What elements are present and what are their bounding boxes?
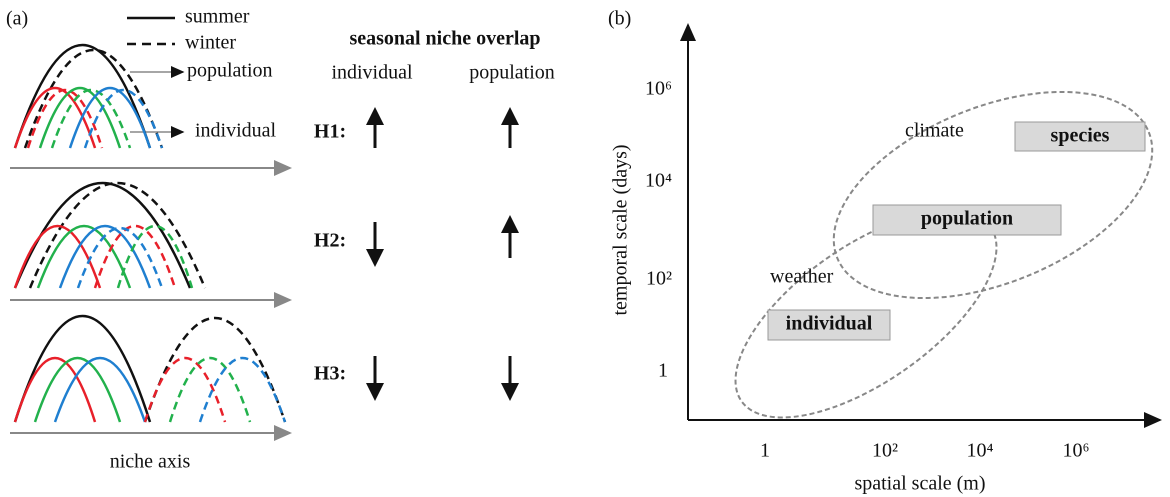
region-label: weather xyxy=(770,266,834,288)
axis-label: niche axis xyxy=(110,451,191,473)
box-label: individual xyxy=(786,313,873,335)
niche-curve xyxy=(13,357,97,423)
niche-curves xyxy=(13,44,287,423)
y-tick-label: 1 xyxy=(658,360,668,382)
y-tick-label: 10² xyxy=(646,268,672,290)
column-header: population xyxy=(469,62,555,84)
panel-b: (b) 10⁶ 10⁴ 10² 1 1 10² 10⁴ 10⁶ spatial … xyxy=(608,8,1162,495)
niche-curve xyxy=(33,357,122,423)
niche-curve xyxy=(38,86,122,149)
x-tick-label: 1 xyxy=(760,440,770,462)
climate-region xyxy=(832,90,1154,300)
niche-curve xyxy=(68,86,152,149)
niche-curve xyxy=(116,225,194,289)
x-tick-label: 10² xyxy=(872,440,898,462)
scale-box xyxy=(1014,121,1146,152)
scale-box xyxy=(767,309,891,341)
panel-label: (b) xyxy=(608,8,631,30)
niche-curve xyxy=(143,317,287,423)
trend-arrows xyxy=(366,107,519,401)
callout: individual xyxy=(195,120,277,142)
niche-curve xyxy=(83,88,164,149)
panel-label: (a) xyxy=(6,8,28,30)
hypothesis: H3: xyxy=(314,363,346,385)
niche-curve xyxy=(53,357,147,423)
niche-curve xyxy=(93,225,177,289)
niche-curve xyxy=(50,88,132,149)
niche-curve xyxy=(28,181,207,289)
scale-box xyxy=(872,204,1062,236)
hypothesis: H1: xyxy=(314,121,346,143)
niche-curve xyxy=(198,357,287,423)
legend-label: winter xyxy=(185,32,236,54)
legend-label: summer xyxy=(185,6,250,28)
axis-label: spatial scale (m) xyxy=(854,473,985,495)
axis-label: temporal scale (days) xyxy=(610,144,632,315)
niche-curve xyxy=(76,227,164,289)
niche-curve xyxy=(13,44,152,149)
niche-curve xyxy=(143,357,227,423)
region-label: climate xyxy=(905,120,964,142)
box-label: population xyxy=(921,208,1013,230)
y-tick-label: 10⁶ xyxy=(645,78,672,100)
column-header: individual xyxy=(331,62,413,84)
callout: population xyxy=(187,60,273,82)
box-label: species xyxy=(1051,125,1110,147)
niche-curve xyxy=(168,357,252,423)
niche-curve xyxy=(36,225,132,289)
niche-curve xyxy=(26,88,104,149)
niche-curve xyxy=(13,315,152,423)
x-tick-label: 10⁴ xyxy=(967,440,994,462)
x-tick-label: 10⁶ xyxy=(1063,440,1090,462)
column-title: seasonal niche overlap xyxy=(349,28,540,50)
y-tick-label: 10⁴ xyxy=(645,170,672,192)
niche-curve xyxy=(23,48,164,149)
niche-curve xyxy=(58,225,152,289)
niche-curve xyxy=(13,86,97,149)
hypothesis: H2: xyxy=(314,230,346,252)
panel-a: (a) summer winter population individual … xyxy=(6,6,555,473)
